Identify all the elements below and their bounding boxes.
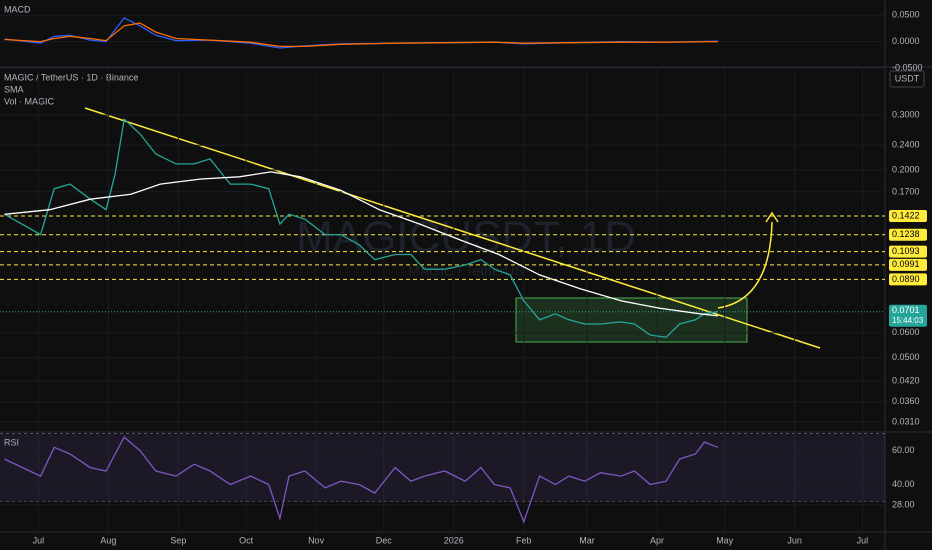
y-tick-label: 60.00 xyxy=(892,445,915,455)
watermark-sub: MAGIC / TetherUS xyxy=(408,263,524,279)
level-label: 0.0991 xyxy=(892,259,920,269)
y-tick-label: 0.0600 xyxy=(892,327,920,337)
currency-box xyxy=(889,70,925,88)
level-tag xyxy=(889,273,927,286)
series-line xyxy=(4,22,718,48)
y-tick-label: 0.2400 xyxy=(892,140,920,150)
level-tag xyxy=(889,228,927,241)
y-tick-label: 28.00 xyxy=(892,499,915,509)
arrow-head xyxy=(765,211,779,223)
rsi-title: RSI xyxy=(4,437,19,447)
last-price-tag xyxy=(889,304,927,327)
macd-title: MACD xyxy=(4,4,31,14)
y-tick-label: 40.00 xyxy=(892,479,915,489)
level-tag xyxy=(889,245,927,258)
y-tick-label: 0.3000 xyxy=(892,109,920,119)
y-tick-label: -0.0500 xyxy=(892,62,923,72)
arrow xyxy=(717,221,773,309)
series-line xyxy=(4,436,719,524)
range-box xyxy=(515,297,748,343)
level-tag xyxy=(889,210,927,223)
x-tick-label: Nov xyxy=(308,535,325,545)
y-tick-label: 0.0000 xyxy=(892,36,920,46)
currency: USDT xyxy=(895,73,920,83)
x-tick-label: Aug xyxy=(100,535,116,545)
x-tick-label: Jul xyxy=(857,535,869,545)
last-price: 0.0701 xyxy=(892,305,920,315)
x-tick-label: Apr xyxy=(650,535,664,545)
y-tick-label: 0.0310 xyxy=(892,416,920,426)
x-tick-label: Jul xyxy=(33,535,45,545)
watermark: MAGICUSDT, 1D xyxy=(296,213,636,262)
indicator-label: Vol · MAGIC xyxy=(4,96,55,106)
y-tick-label: 0.0360 xyxy=(892,396,920,406)
level-label: 0.1422 xyxy=(892,210,920,220)
rsi-band xyxy=(0,433,885,502)
y-tick-label: 0.0420 xyxy=(892,375,920,385)
x-tick-label: Oct xyxy=(239,535,254,545)
x-tick-label: Sep xyxy=(170,535,186,545)
indicator-label: SMA xyxy=(4,84,24,94)
level-label: 0.1238 xyxy=(892,229,920,239)
series-line xyxy=(4,117,718,338)
x-tick-label: May xyxy=(716,535,734,545)
y-tick-label: 0.0500 xyxy=(892,352,920,362)
x-tick-label: 2026 xyxy=(444,535,464,545)
symbol-title: MAGIC / TetherUS · 1D · Binance xyxy=(4,72,138,82)
series-line xyxy=(4,171,718,317)
trend-line xyxy=(84,107,821,349)
level-label: 0.0890 xyxy=(892,274,920,284)
x-tick-label: Jun xyxy=(787,535,802,545)
x-tick-label: Mar xyxy=(579,535,595,545)
countdown: 15:44:03 xyxy=(892,316,924,325)
y-tick-label: 0.0500 xyxy=(892,10,920,20)
x-tick-label: Dec xyxy=(376,535,393,545)
level-tag xyxy=(889,258,927,271)
y-tick-label: 0.2000 xyxy=(892,164,920,174)
x-tick-label: Feb xyxy=(516,535,532,545)
level-label: 0.1093 xyxy=(892,246,920,256)
y-tick-label: 0.1700 xyxy=(892,186,920,196)
